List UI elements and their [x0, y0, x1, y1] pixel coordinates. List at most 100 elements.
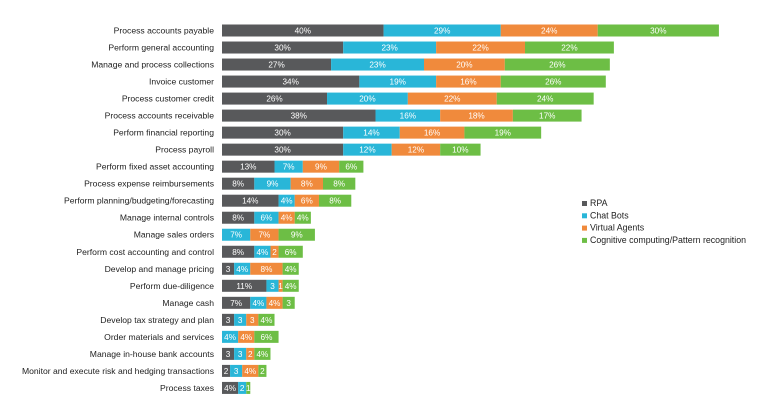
- bar-segment: [318, 194, 352, 207]
- category-label: Perform cost accounting and control: [76, 247, 214, 257]
- bar-segment: [222, 24, 384, 37]
- data-label: 10%: [452, 146, 468, 155]
- data-label: 38%: [291, 112, 307, 121]
- category-label: Perform financial reporting: [113, 128, 214, 138]
- bar-segment: [258, 313, 275, 326]
- data-label: 4%: [244, 367, 256, 376]
- data-label: 24%: [541, 27, 557, 36]
- data-label: 29%: [434, 27, 450, 36]
- bar-segment: [282, 262, 299, 275]
- data-label: 4%: [281, 197, 293, 206]
- data-label: 3: [234, 367, 239, 376]
- bar-segment: [391, 143, 441, 156]
- category-label: Process accounts payable: [114, 26, 215, 36]
- bar-segment: [383, 24, 501, 37]
- bar-segment: [230, 364, 243, 377]
- bar-segment: [258, 364, 267, 377]
- bar-segment: [512, 109, 582, 122]
- bar-segment: [440, 109, 513, 122]
- bar-segment: [222, 194, 279, 207]
- bar-segment: [234, 347, 247, 360]
- bar-segment: [343, 41, 437, 54]
- data-label: 30%: [274, 44, 290, 53]
- data-label: 18%: [468, 112, 484, 121]
- data-label: 6%: [261, 214, 273, 223]
- data-label: 26%: [549, 61, 565, 70]
- data-label: 11%: [236, 282, 252, 291]
- bar-segment: [222, 211, 255, 224]
- data-label: 30%: [274, 129, 290, 138]
- legend-swatch: [582, 225, 587, 231]
- data-label: 3: [226, 316, 231, 325]
- data-label: 4%: [240, 333, 252, 342]
- bar-segment: [343, 126, 400, 139]
- data-label: 3: [238, 350, 243, 359]
- bar-segment: [254, 330, 279, 343]
- data-label: 7%: [258, 231, 270, 240]
- bar-segment: [339, 160, 364, 173]
- data-label: 2: [224, 367, 229, 376]
- bar-segment: [597, 24, 719, 37]
- category-label: Process taxes: [160, 383, 214, 393]
- data-label: 4%: [256, 350, 268, 359]
- data-label: 2: [248, 350, 253, 359]
- bar-segment: [250, 262, 283, 275]
- bar-segment: [278, 279, 283, 292]
- data-label: 14%: [363, 129, 379, 138]
- bar-segment: [327, 92, 408, 105]
- bar-segment: [359, 75, 437, 88]
- bar-segment: [278, 194, 295, 207]
- bar-segment: [222, 75, 360, 88]
- data-label: 1: [246, 384, 251, 393]
- data-label: 7%: [230, 231, 242, 240]
- data-label: 8%: [301, 180, 313, 189]
- bar-segment: [464, 126, 542, 139]
- bar-segment: [222, 143, 344, 156]
- data-label: 23%: [369, 61, 385, 70]
- bar-segment: [222, 92, 328, 105]
- bar-segment: [222, 381, 239, 394]
- data-label: 19%: [390, 78, 406, 87]
- bar-segment: [242, 364, 259, 377]
- bar-segment: [254, 211, 279, 224]
- bar-segment: [278, 228, 315, 241]
- bar-segment: [525, 41, 614, 54]
- bar-segment: [278, 245, 303, 258]
- category-label: Process customer credit: [122, 94, 215, 104]
- bar-segment: [282, 296, 295, 309]
- data-label: 12%: [408, 146, 424, 155]
- data-label: 40%: [295, 27, 311, 36]
- bar-segment: [436, 41, 525, 54]
- bar-segment: [440, 143, 481, 156]
- data-label: 6%: [345, 163, 357, 172]
- bar-segment: [331, 58, 424, 71]
- data-label: 22%: [472, 44, 488, 53]
- data-label: 12%: [359, 146, 375, 155]
- bar-segment: [222, 58, 332, 71]
- bar-segment: [222, 245, 255, 258]
- bar-segment: [250, 296, 267, 309]
- data-label: 4%: [224, 333, 236, 342]
- data-label: 8%: [333, 180, 345, 189]
- bar-segment: [222, 126, 344, 139]
- data-label: 17%: [539, 112, 555, 121]
- bar-segment: [238, 381, 247, 394]
- bar-segment: [250, 228, 279, 241]
- data-label: 7%: [230, 299, 242, 308]
- data-label: 4%: [281, 214, 293, 223]
- category-label: Manage and process collections: [91, 60, 214, 70]
- bar-segment: [399, 126, 465, 139]
- category-label: Manage internal controls: [120, 213, 214, 223]
- data-label: 6%: [285, 248, 297, 257]
- legend-label: Virtual Agents: [590, 223, 645, 233]
- data-label: 27%: [268, 61, 284, 70]
- bar-segment: [246, 313, 259, 326]
- bar-segment: [222, 177, 255, 190]
- data-label: 4%: [297, 214, 309, 223]
- category-label: Manage cash: [162, 298, 214, 308]
- legend-label: Cognitive computing/Pattern recognition: [590, 235, 746, 245]
- bar-segment: [222, 279, 267, 292]
- bar-segment: [246, 381, 251, 394]
- data-label: 6%: [261, 333, 273, 342]
- bar-segment: [323, 177, 356, 190]
